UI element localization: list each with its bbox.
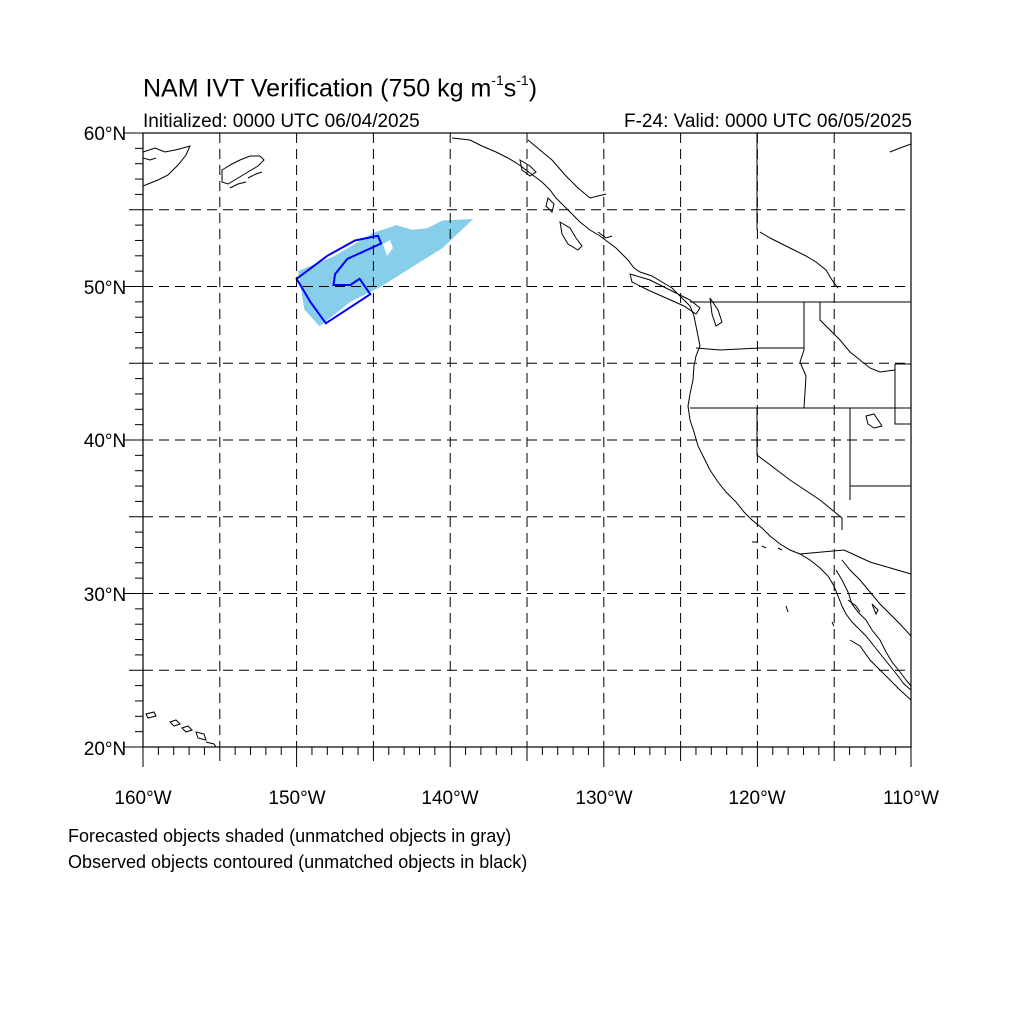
lon-label-130w: 130°W [575,788,632,809]
valid-time: F-24: Valid: 0000 UTC 06/05/2025 [624,111,912,132]
lon-label-120w: 120°W [728,788,785,809]
lat-lon-grid [143,133,911,747]
forecast-object-hole [383,240,393,256]
political-borders [527,133,911,575]
latitude-labels: 20°N 30°N 40°N 50°N 60°N [84,124,126,760]
lon-label-140w: 140°W [421,788,478,809]
forecast-note: Forecasted objects shaded (unmatched obj… [68,826,512,846]
observed-note: Observed objects contoured (unmatched ob… [68,852,528,872]
longitude-labels: 160°W 150°W 140°W 130°W 120°W 110°W [114,788,939,809]
axis-ticks [123,132,912,767]
lat-label-50: 50°N [84,278,126,299]
lat-label-40: 40°N [84,431,126,452]
lon-label-160w: 160°W [114,788,171,809]
lat-label-60: 60°N [84,124,126,145]
lat-label-30: 30°N [84,585,126,606]
initialized-time: Initialized: 0000 UTC 06/04/2025 [143,111,420,132]
lon-label-110w: 110°W [883,788,939,809]
map-title: NAM IVT Verification (750 kg m-1s-1) [143,72,538,103]
observed-object-contour [295,234,383,325]
coastlines [143,137,911,747]
lat-label-20: 20°N [84,739,126,760]
lon-label-150w: 150°W [268,788,325,809]
forecast-object-shade [298,219,474,327]
